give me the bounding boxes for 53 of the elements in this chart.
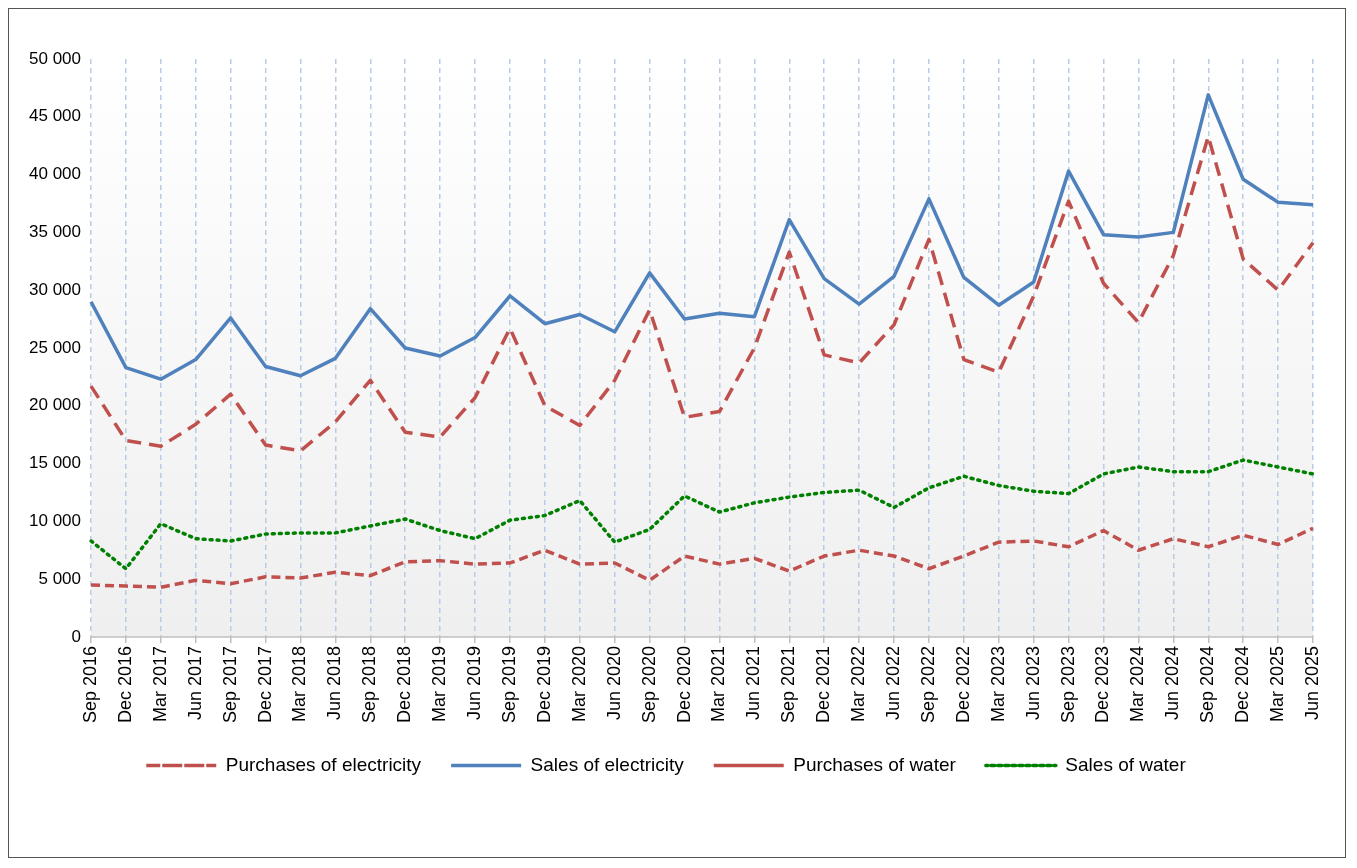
x-tick-label: Sep 2020 <box>638 645 659 724</box>
legend-label: Sales of water <box>1065 753 1187 775</box>
line-series <box>89 458 1315 571</box>
y-tick-label: 40 000 <box>29 164 81 184</box>
y-tick-label: 20 000 <box>29 395 81 415</box>
x-tick-label: Jun 2022 <box>883 645 903 721</box>
legend-label: Purchases of water <box>793 753 957 775</box>
y-tick-label: 45 000 <box>29 106 81 126</box>
x-tick-label: Mar 2021 <box>708 645 729 722</box>
y-tick-label: 35 000 <box>29 222 81 242</box>
x-tick-label: Sep 2017 <box>219 645 240 724</box>
y-tick-label: 30 000 <box>29 279 81 299</box>
x-tick-label: Jun 2018 <box>324 645 345 721</box>
x-tick-label: Mar 2024 <box>1127 645 1148 722</box>
x-tick-label: Mar 2025 <box>1267 645 1288 722</box>
x-tick-label: Jun 2017 <box>184 645 205 721</box>
x-tick-label: Sep 2023 <box>1057 645 1078 724</box>
x-tick-label: Mar 2018 <box>289 645 310 722</box>
x-tick-label: Mar 2017 <box>149 645 170 722</box>
x-tick-label: Sep 2018 <box>359 645 380 724</box>
x-tick-label: Dec 2016 <box>114 645 135 723</box>
x-tick-label: Sep 2016 <box>79 645 100 724</box>
x-tick-label: Mar 2019 <box>429 645 450 722</box>
legend-label: Sales of electricity <box>530 753 685 775</box>
x-tick-label: Dec 2023 <box>1092 645 1113 723</box>
legend-label: Purchases of electricity <box>225 753 422 775</box>
x-tick-label: Dec 2022 <box>952 645 973 723</box>
x-tick-label: Mar 2022 <box>848 645 869 722</box>
x-tick-label: Dec 2018 <box>394 645 415 723</box>
x-tick-label: Dec 2024 <box>1232 645 1253 723</box>
x-tick-label: Mar 2020 <box>568 645 589 722</box>
x-tick-label: Sep 2019 <box>498 645 519 724</box>
x-tick-label: Dec 2020 <box>673 645 694 723</box>
y-tick-label: 10 000 <box>29 511 81 531</box>
line-series <box>89 526 1315 589</box>
x-tick-label: Sep 2022 <box>917 645 938 724</box>
x-tick-label: Dec 2017 <box>254 645 275 723</box>
x-tick-label: Jun 2023 <box>1022 645 1043 721</box>
x-tick-label: Dec 2019 <box>533 645 554 723</box>
y-tick-label: 25 000 <box>29 337 81 357</box>
x-tick-label: Jun 2021 <box>743 645 764 721</box>
y-tick-label: 50 000 <box>29 48 81 68</box>
x-tick-label: Jun 2019 <box>464 645 485 721</box>
y-tick-label: 15 000 <box>29 453 81 473</box>
x-tick-label: Jun 2025 <box>1301 645 1322 721</box>
x-tick-label: Mar 2023 <box>987 645 1008 722</box>
x-tick-label: Sep 2024 <box>1197 645 1218 724</box>
x-tick-label: Jun 2024 <box>1162 645 1183 721</box>
y-tick-label: 5 000 <box>38 568 81 588</box>
y-tick-label: 0 <box>71 626 81 646</box>
x-tick-label: Dec 2021 <box>813 645 834 723</box>
x-tick-label: Jun 2020 <box>603 645 624 721</box>
x-tick-label: Sep 2021 <box>778 645 799 724</box>
